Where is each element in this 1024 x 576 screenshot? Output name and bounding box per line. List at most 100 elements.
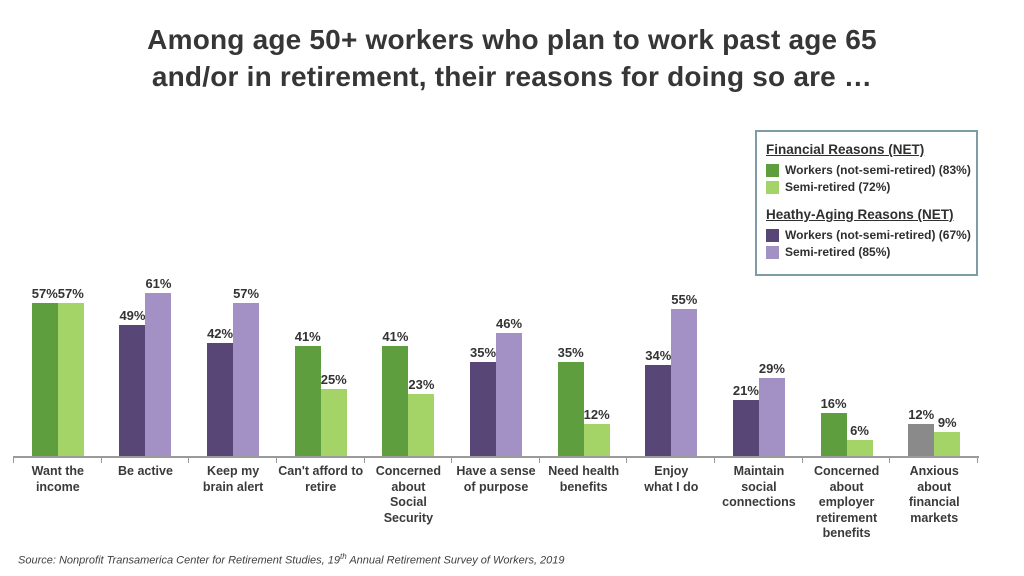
bar-column: 35% — [470, 275, 496, 456]
bar-semi-retired — [583, 424, 610, 456]
legend-swatch-light-green — [766, 180, 779, 194]
bar-value-label: 29% — [758, 361, 785, 376]
category-label: Be active — [118, 464, 173, 478]
axis-tick — [188, 458, 190, 463]
bar-value-label: 23% — [408, 377, 435, 392]
category-labels-row: Want the income Be active Keep my brain al… — [14, 464, 978, 542]
chart-title: Among age 50+ workers who plan to work p… — [0, 22, 1024, 96]
bar-semi-retired — [496, 333, 523, 456]
bar-column: 41% — [295, 275, 321, 456]
bar-group: 35% 46% — [452, 275, 540, 456]
bar-column: 9% — [934, 275, 961, 456]
category-label: Maintain social connections — [722, 464, 796, 509]
bar-column: 41% — [382, 275, 408, 456]
axis-tick — [451, 458, 453, 463]
bar-group: 57% 57% — [14, 275, 102, 456]
bar-column: 29% — [759, 275, 785, 456]
bar-workers — [908, 424, 935, 456]
legend-swatch-dark-purple — [766, 228, 779, 242]
axis-tick — [100, 458, 102, 463]
bar-group: 34% 55% — [627, 275, 715, 456]
bar-value-label: 57% — [233, 286, 260, 301]
category-label: Keep my brain alert — [202, 464, 264, 494]
bar-column: 16% — [821, 275, 847, 456]
bar-value-label: 41% — [382, 329, 409, 344]
bar-semi-retired — [671, 309, 698, 456]
bar-column: 42% — [207, 275, 233, 456]
legend-item-label: Workers (not-semi-retired) (83%) — [785, 163, 971, 177]
legend-item: Semi-retired (72%) — [766, 180, 967, 194]
bar-value-label: 6% — [850, 423, 869, 438]
legend-item: Workers (not-semi-retired) (67%) — [766, 228, 971, 242]
legend-item-label: Semi-retired (72%) — [785, 180, 891, 194]
source-text: Source: Nonprofit Transamerica Center fo… — [18, 554, 340, 567]
bar-column: 49% — [119, 275, 145, 456]
axis-ticks — [13, 458, 978, 463]
bar-value-label: 55% — [671, 292, 698, 307]
bar-column: 35% — [558, 275, 584, 456]
bar-column: 25% — [321, 275, 347, 456]
source-superscript: th — [340, 552, 347, 561]
bar-value-label: 35% — [557, 345, 584, 360]
bar-workers — [382, 346, 409, 456]
x-axis-line — [13, 456, 979, 458]
bar-column: 23% — [408, 275, 434, 456]
bar-group: 21% 29% — [715, 275, 803, 456]
legend-item-label: Workers (not-semi-retired) (67%) — [785, 228, 971, 242]
bar-column: 57% — [32, 275, 58, 456]
category-label: Concerned about employer retirement bene… — [813, 464, 880, 540]
axis-tick — [538, 458, 540, 463]
axis-tick — [363, 458, 365, 463]
bar-semi-retired — [320, 389, 347, 456]
legend-swatch-dark-green — [766, 163, 779, 177]
category-label: Anxious about financial markets — [908, 464, 960, 525]
bar-value-label: 9% — [937, 415, 957, 430]
legend-item-label: Semi-retired (85%) — [785, 245, 891, 259]
axis-tick — [714, 458, 716, 463]
bar-column: 21% — [733, 275, 759, 456]
legend-item: Semi-retired (85%) — [766, 245, 967, 259]
legend-section-healthy-aging: Heathy-Aging Reasons (NET) Workers (not-… — [766, 207, 971, 259]
axis-tick — [13, 458, 14, 463]
bar-semi-retired — [758, 378, 785, 456]
bar-workers — [557, 362, 584, 456]
bar-workers — [119, 325, 146, 456]
category-label: Need health benefits — [548, 464, 620, 494]
bar-group: 35% 12% — [540, 275, 628, 456]
bar-column: 57% — [233, 275, 259, 456]
bar-value-label: 34% — [645, 348, 672, 363]
axis-tick — [275, 458, 277, 463]
bar-column: 12% — [584, 275, 610, 456]
legend-section-title: Financial Reasons (NET) — [766, 142, 925, 157]
bar-column: 34% — [645, 275, 671, 456]
legend-section-financial: Financial Reasons (NET) Workers (not-sem… — [766, 142, 971, 194]
bar-value-label: 12% — [908, 407, 935, 422]
axis-tick — [626, 458, 628, 463]
bar-semi-retired — [57, 303, 84, 456]
bar-group: 12% 9% — [890, 275, 978, 456]
bar-column: 12% — [908, 275, 934, 456]
bar-value-label: 41% — [294, 329, 321, 344]
bar-semi-retired — [846, 440, 873, 456]
bar-column: 46% — [496, 275, 522, 456]
category-label: Have a sense of purpose — [456, 464, 536, 494]
bar-workers — [31, 303, 58, 456]
plot-area: 57% 57% 49% 61% 42% 57% 41% 25% 41% 23% 35% 46% 35% 1… — [14, 275, 978, 456]
bar-value-label: 49% — [119, 308, 146, 323]
legend-section-title: Heathy-Aging Reasons (NET) — [766, 207, 954, 222]
bar-column: 57% — [58, 275, 84, 456]
source-text: Annual Retirement Survey of Workers, 201… — [346, 554, 565, 567]
bar-value-label: 61% — [145, 276, 172, 291]
bar-value-label: 46% — [496, 316, 523, 331]
bar-column: 6% — [846, 275, 873, 456]
bar-value-label: 57% — [31, 286, 58, 301]
bar-column: 61% — [145, 275, 171, 456]
bar-workers — [820, 413, 847, 456]
bar-semi-retired — [145, 293, 172, 456]
bar-group: 16% 6% — [803, 275, 891, 456]
axis-tick — [889, 458, 891, 463]
category-label: Enjoy what I do — [644, 464, 699, 494]
bar-semi-retired — [934, 432, 961, 456]
bar-value-label: 16% — [820, 396, 847, 411]
